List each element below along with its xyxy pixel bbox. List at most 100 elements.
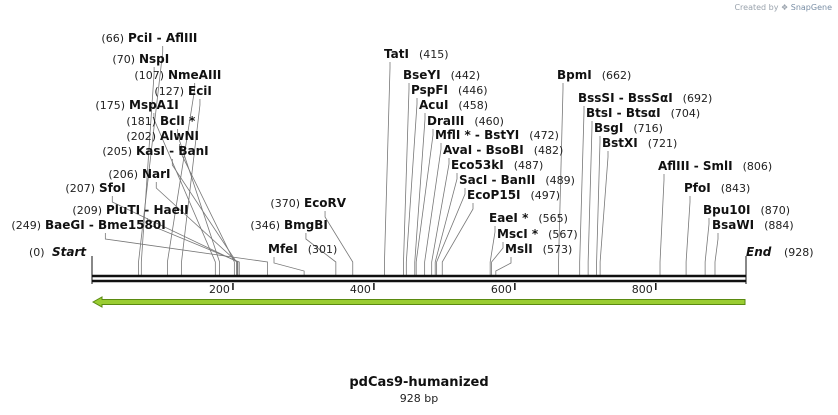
feature-arrow[interactable] [91, 296, 746, 308]
site-label[interactable]: MfeI (301) [268, 242, 337, 256]
site-name[interactable]: SfoI [99, 181, 126, 195]
site-label[interactable]: BsgI (716) [594, 121, 663, 135]
site-label[interactable]: SfoI (207) [65, 181, 125, 195]
site-label[interactable]: BssSI - BssSαI (692) [578, 91, 712, 105]
site-name[interactable]: KasI - BanI [136, 144, 209, 158]
site-name[interactable]: BmgBI [284, 218, 328, 232]
site-name[interactable]: BclI * [160, 114, 196, 128]
site-leader-line [104, 233, 268, 275]
site-label[interactable]: SacI - BanII (489) [459, 173, 575, 187]
site-label[interactable]: BaeGI - Bme1580I (249) [11, 218, 165, 232]
site-label[interactable]: Bpu10I (870) [703, 203, 790, 217]
site-label[interactable]: NarI (206) [108, 167, 170, 181]
site-label[interactable]: MflI * - BstYI (472) [435, 128, 559, 142]
site-name[interactable]: BssSI - BssSαI [578, 91, 673, 105]
site-label[interactable]: PspFI (446) [411, 83, 488, 97]
site-name[interactable]: BstXI [602, 136, 638, 150]
site-label[interactable]: AcuI (458) [419, 98, 488, 112]
site-position: (181) [126, 115, 156, 128]
leader-lines [91, 46, 747, 275]
site-label[interactable]: MscI * (567) [497, 227, 578, 241]
site-name[interactable]: BtsI - BtsαI [586, 106, 661, 120]
site-label[interactable]: BmgBI (346) [250, 218, 327, 232]
site-label[interactable]: BtsI - BtsαI (704) [586, 106, 700, 120]
site-label[interactable]: PciI - AflIII (66) [101, 31, 197, 45]
site-label[interactable]: BclI * (181) [126, 114, 196, 128]
credit-brand: SnapGene [790, 3, 832, 12]
site-leader-line [305, 233, 337, 275]
site-name[interactable]: TatI [384, 47, 409, 61]
site-name[interactable]: BseYI [403, 68, 441, 82]
site-label[interactable]: PluTI - HaeII (209) [72, 203, 188, 217]
site-name[interactable]: NspI [139, 52, 169, 66]
site-position: (415) [419, 48, 449, 61]
site-name[interactable]: BsgI [594, 121, 623, 135]
site-name[interactable]: Bpu10I [703, 203, 750, 217]
site-name[interactable]: MspA1I [129, 98, 179, 112]
site-name[interactable]: EaeI * [489, 211, 529, 225]
site-position: (209) [72, 204, 102, 217]
site-name[interactable]: MfeI [268, 242, 298, 256]
site-label[interactable]: NspI (70) [112, 52, 169, 66]
site-label[interactable]: DraIII (460) [427, 114, 504, 128]
site-name[interactable]: EcoRV [304, 196, 347, 210]
site-label[interactable]: EcoP15I (497) [467, 188, 560, 202]
site-name[interactable]: BaeGI - Bme1580I [45, 218, 166, 232]
site-label[interactable]: EciI (127) [154, 84, 211, 98]
site-label[interactable]: AflIII - SmlI (806) [658, 159, 772, 173]
end-label: End [746, 245, 772, 259]
site-name[interactable]: PspFI [411, 83, 448, 97]
site-label[interactable]: KasI - BanI (205) [102, 144, 208, 158]
site-position: (460) [474, 115, 504, 128]
site-name[interactable]: EciI [188, 84, 212, 98]
ruler-tick-label: 800 [632, 283, 653, 296]
site-name[interactable]: BsaWI [712, 218, 754, 232]
site-leader-line [714, 233, 719, 275]
site-label[interactable]: TatI (415) [384, 47, 449, 61]
site-label[interactable]: BsaWI (884) [712, 218, 794, 232]
site-name[interactable]: AvaI - BsoBI [443, 143, 524, 157]
site-label[interactable]: AvaI - BsoBI (482) [443, 143, 563, 157]
site-label[interactable]: PfoI (843) [684, 181, 750, 195]
site-name[interactable]: NarI [142, 167, 171, 181]
site-name[interactable]: MslI [505, 242, 533, 256]
site-label[interactable]: NmeAIII (107) [134, 68, 221, 82]
site-name[interactable]: SacI - BanII [459, 173, 535, 187]
start-label: Start [52, 245, 87, 259]
site-position: (206) [108, 168, 138, 181]
site-name[interactable]: MscI * [497, 227, 539, 241]
site-label[interactable]: AlwNI (202) [126, 129, 199, 143]
ruler-tick-label: 600 [491, 283, 512, 296]
site-position: (704) [671, 107, 701, 120]
site-name[interactable]: AlwNI [160, 129, 199, 143]
site-name[interactable]: DraIII [427, 114, 464, 128]
restriction-site-labels: PciI - AflIII (66) NspI (70) NmeAIII (107) Eci… [11, 31, 793, 256]
site-label[interactable]: EaeI * (565) [489, 211, 568, 225]
site-label[interactable]: BpmI (662) [557, 68, 631, 82]
site-name[interactable]: PciI - AflIII [128, 31, 197, 45]
site-name[interactable]: PfoI [684, 181, 711, 195]
site-leader-line [179, 144, 235, 275]
site-name[interactable]: AflIII - SmlI [658, 159, 733, 173]
site-position: (202) [126, 130, 156, 143]
site-position: (884) [764, 219, 794, 232]
site-label[interactable]: BseYI (442) [403, 68, 480, 82]
site-name[interactable]: PluTI - HaeII [106, 203, 189, 217]
site-label[interactable]: MspA1I (175) [95, 98, 178, 112]
site-name[interactable]: Eco53kI [451, 158, 504, 172]
site-leader-line [587, 121, 593, 275]
site-label[interactable]: MslI (573) [505, 242, 572, 256]
site-leader-line [436, 188, 466, 275]
site-name[interactable]: NmeAIII [168, 68, 221, 82]
site-position: (442) [451, 69, 481, 82]
site-label[interactable]: EcoRV (370) [270, 196, 346, 210]
site-name[interactable]: BpmI [557, 68, 592, 82]
site-position: (489) [545, 174, 575, 187]
site-label[interactable]: Eco53kI (487) [451, 158, 543, 172]
site-name[interactable]: AcuI [419, 98, 448, 112]
site-name[interactable]: EcoP15I [467, 188, 521, 202]
site-leader-line [431, 158, 450, 275]
site-label[interactable]: BstXI (721) [602, 136, 677, 150]
site-name[interactable]: MflI * - BstYI [435, 128, 519, 142]
site-position: (458) [458, 99, 488, 112]
